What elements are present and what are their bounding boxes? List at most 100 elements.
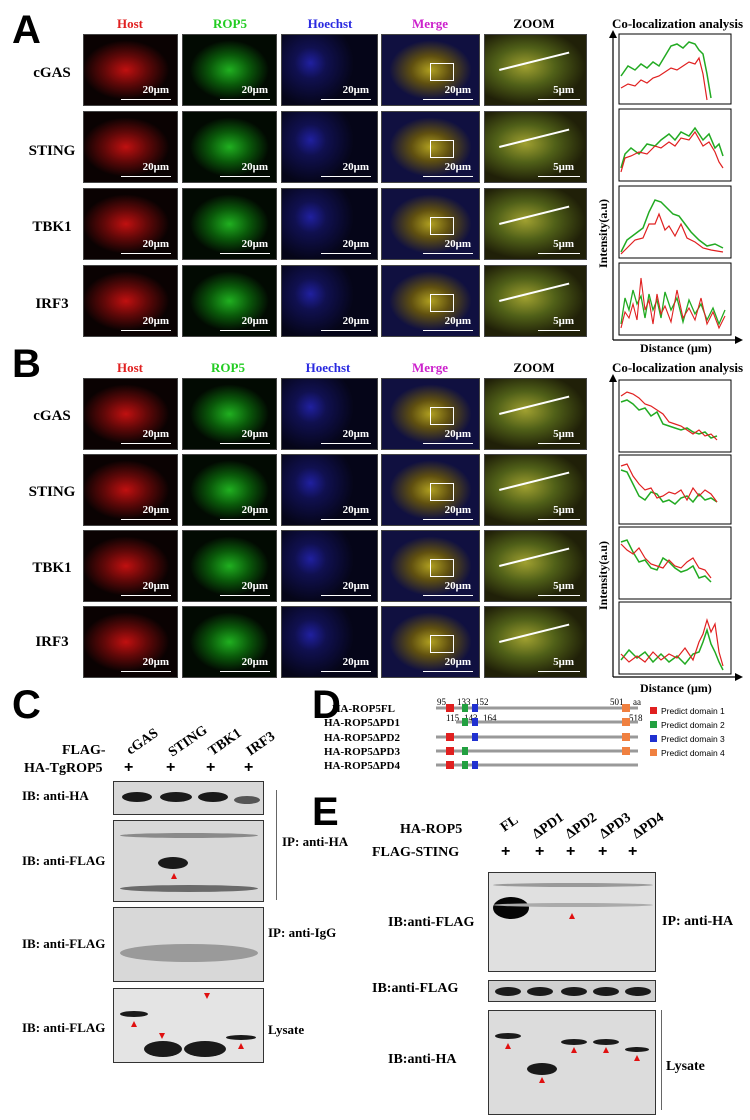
b-tile-irf3-hoechst: 20μm	[281, 606, 378, 678]
scale-label: 20μm	[142, 238, 169, 250]
a-y-label: Intensity(a.u)	[596, 198, 610, 268]
d-label-fl: HA-ROP5FL	[332, 703, 395, 715]
d-pos-164: 164	[483, 713, 497, 723]
zoom-region-box	[430, 635, 454, 653]
scale-bar	[121, 98, 171, 100]
b-tile-sting-merge: 20μm	[381, 454, 480, 526]
scale-bar	[121, 594, 171, 596]
scale-label: 20μm	[142, 161, 169, 173]
zoom-region-box	[430, 483, 454, 501]
a-tile-sting-merge: 20μm	[381, 111, 480, 183]
scale-label: 5μm	[553, 238, 574, 250]
scale-label: 20μm	[241, 656, 268, 668]
scale-label: 5μm	[553, 315, 574, 327]
c-blot3-label: IB: anti-FLAG	[22, 936, 106, 951]
scale-bar	[321, 594, 371, 596]
e-lane-pd2: ΔPD2	[563, 810, 600, 843]
b-col-zoom: ZOOM	[513, 360, 555, 375]
c-ip-igg: IP: anti-IgG	[268, 925, 337, 940]
scale-label: 20μm	[142, 84, 169, 96]
a-tile-irf3-zoom: 5μm	[484, 265, 587, 337]
e-ip-ha: IP: anti-HA	[662, 914, 734, 929]
scale-bar	[220, 594, 270, 596]
a-tile-tbk1-merge: 20μm	[381, 188, 480, 260]
scale-label: 20μm	[142, 428, 169, 440]
scale-bar	[321, 98, 371, 100]
panel-letter-d: D	[312, 683, 341, 727]
scale-bar	[220, 329, 270, 331]
b-tile-tbk1-merge: 20μm	[381, 530, 480, 602]
d-pos-115: 115	[446, 713, 460, 723]
scale-label: 20μm	[342, 504, 369, 516]
e-blot1-label: IB:anti-FLAG	[388, 915, 475, 930]
b-tile-sting-zoom: 5μm	[484, 454, 587, 526]
b-row-cgas: cGAS	[33, 408, 71, 424]
d-pos-95: 95	[437, 697, 446, 707]
b-coloc-title: Co-localization analysis	[611, 360, 744, 375]
b-tile-irf3-host: 20μm	[83, 606, 178, 678]
scale-label: 20μm	[444, 656, 471, 668]
line-profile-arrow	[499, 128, 570, 148]
d-pos-518: 518	[629, 713, 643, 723]
b-row-tbk1: TBK1	[32, 560, 72, 576]
scale-bar	[321, 175, 371, 177]
scale-bar	[121, 670, 171, 672]
a-tile-irf3-host: 20μm	[83, 265, 178, 337]
b-y-label: Intensity(a.u)	[596, 540, 610, 610]
scale-bar	[423, 98, 473, 100]
scale-bar	[121, 175, 171, 177]
scale-bar	[538, 670, 580, 672]
a-row-sting: STING	[28, 143, 76, 159]
scale-label: 20μm	[142, 656, 169, 668]
d-legend: Predict domain 1 Predict domain 2 Predic…	[650, 704, 725, 760]
scale-bar	[423, 594, 473, 596]
scale-label: 20μm	[444, 315, 471, 327]
scale-label: 20μm	[342, 580, 369, 592]
e-plus-1: +	[501, 843, 511, 860]
a-tile-tbk1-rop5: 20μm	[182, 188, 277, 260]
a-col-merge: Merge	[411, 16, 449, 31]
b-tile-tbk1-zoom: 5μm	[484, 530, 587, 602]
scale-bar	[121, 252, 171, 254]
b-tile-cgas-merge: 20μm	[381, 378, 480, 450]
b-row-sting: STING	[28, 484, 76, 500]
a-coloc-title: Co-localization analysis	[611, 16, 744, 31]
scale-label: 20μm	[444, 580, 471, 592]
b-tile-irf3-zoom: 5μm	[484, 606, 587, 678]
e-blot3-label: IB:anti-HA	[388, 1052, 457, 1067]
scale-label: 5μm	[553, 161, 574, 173]
b-tile-cgas-rop5: 20μm	[182, 378, 277, 450]
scale-label: 20μm	[444, 428, 471, 440]
line-profile-arrow	[499, 547, 570, 567]
zoom-region-box	[430, 559, 454, 577]
d-legend-3: Predict domain 3	[661, 734, 725, 744]
b-tile-irf3-merge: 20μm	[381, 606, 480, 678]
a-x-label: Distance (μm)	[640, 341, 712, 355]
line-profile-arrow	[499, 395, 570, 415]
e-lane-pd1: ΔPD1	[530, 810, 567, 843]
a-tile-tbk1-hoechst: 20μm	[281, 188, 378, 260]
e-lysate-label: Lysate	[666, 1059, 705, 1074]
scale-bar	[538, 175, 580, 177]
b-tile-cgas-zoom: 5μm	[484, 378, 587, 450]
scale-label: 20μm	[241, 238, 268, 250]
a-tile-irf3-merge: 20μm	[381, 265, 480, 337]
scale-label: 20μm	[444, 161, 471, 173]
scale-bar	[538, 252, 580, 254]
c-blot-lysate	[113, 988, 264, 1063]
scale-bar	[321, 518, 371, 520]
scale-bar	[423, 175, 473, 177]
a-tile-tbk1-host: 20μm	[83, 188, 178, 260]
c-plus-2: +	[166, 759, 176, 776]
panel-letter-c: C	[12, 683, 41, 727]
b-col-hoechst: Hoechst	[305, 360, 351, 375]
b-tile-sting-hoechst: 20μm	[281, 454, 378, 526]
c-blot4-label: IB: anti-FLAG	[22, 1020, 106, 1035]
c-plus-3: +	[206, 759, 216, 776]
c-blot1-label: IB: anti-HA	[22, 788, 89, 803]
line-profile-arrow	[499, 51, 570, 71]
scale-label: 20μm	[342, 238, 369, 250]
scale-label: 20μm	[444, 504, 471, 516]
e-ha-label: HA-ROP5	[400, 822, 463, 837]
scale-label: 20μm	[342, 656, 369, 668]
